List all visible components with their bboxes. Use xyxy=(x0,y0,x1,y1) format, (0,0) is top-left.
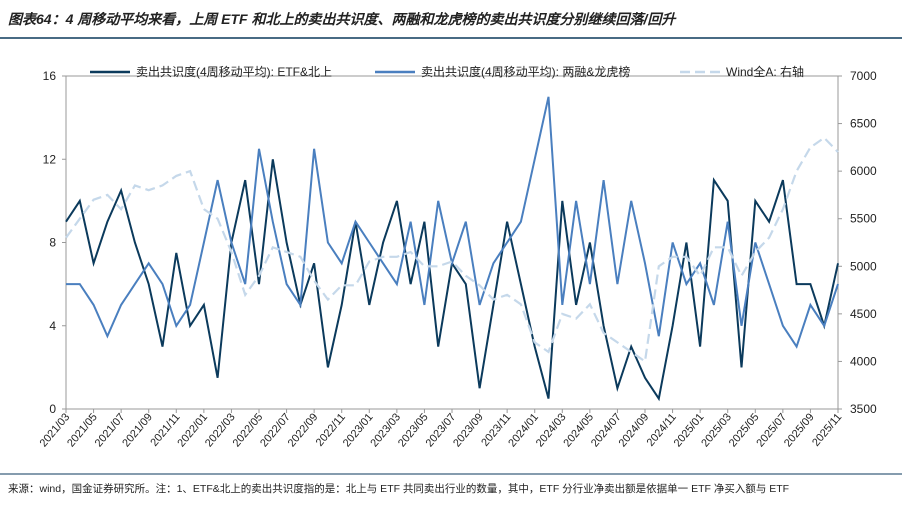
y-tick-label: 0 xyxy=(49,402,56,416)
x-tick-label: 2025/11 xyxy=(810,411,844,449)
y2-tick-label: 7000 xyxy=(850,69,877,83)
y-tick-label: 16 xyxy=(43,69,57,83)
x-tick-label: 2022/09 xyxy=(286,411,321,449)
chart-title: 图表64：4 周移动平均来看，上周 ETF 和北上的卖出共识度、两融和龙虎榜的卖… xyxy=(8,11,677,27)
y2-tick-label: 5500 xyxy=(850,212,877,226)
y-tick-label: 12 xyxy=(43,152,57,166)
x-tick-label: 2021/09 xyxy=(120,411,155,449)
y2-tick-label: 5000 xyxy=(850,259,877,273)
x-tick-label: 2024/09 xyxy=(617,411,652,449)
y2-tick-label: 3500 xyxy=(850,402,877,416)
legend-label: 卖出共识度(4周移动平均): 两融&龙虎榜 xyxy=(421,64,630,79)
x-tick-label: 2025/09 xyxy=(782,411,817,449)
y2-tick-label: 4000 xyxy=(850,354,877,368)
x-tick-label: 2023/09 xyxy=(451,411,486,449)
legend-label: Wind全A: 右轴 xyxy=(726,64,804,79)
series-line xyxy=(65,159,839,402)
y2-tick-label: 6000 xyxy=(850,164,877,178)
footnote: 来源：wind，国金证券研究所。注：1、ETF&北上的卖出共识度指的是：北上与 … xyxy=(8,482,789,495)
legend-label: 卖出共识度(4周移动平均): ETF&北上 xyxy=(136,64,332,79)
y-tick-label: 8 xyxy=(49,236,56,250)
series-line xyxy=(65,136,839,364)
plot-frame xyxy=(65,75,839,410)
series-line xyxy=(66,96,839,349)
y2-tick-label: 6500 xyxy=(850,117,877,131)
y-tick-label: 4 xyxy=(49,319,56,333)
y2-tick-label: 4500 xyxy=(850,307,877,321)
